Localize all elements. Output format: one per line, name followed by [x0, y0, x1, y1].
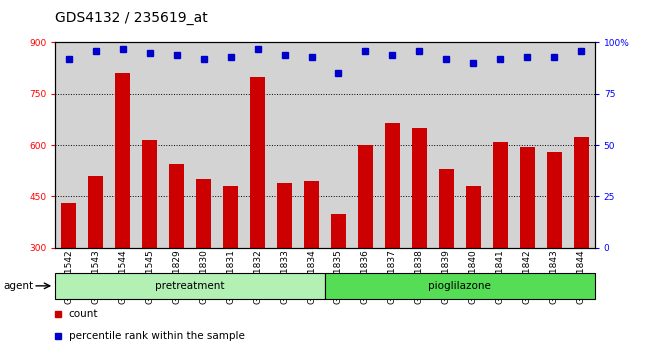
Bar	[466, 186, 481, 248]
Bar	[331, 213, 346, 248]
Bar	[196, 179, 211, 248]
Bar	[358, 145, 373, 248]
Bar	[223, 186, 238, 248]
Bar	[55, 273, 325, 299]
Bar	[574, 137, 589, 248]
Text: percentile rank within the sample: percentile rank within the sample	[69, 331, 244, 341]
Bar	[547, 152, 562, 248]
Bar	[88, 176, 103, 248]
Bar	[439, 169, 454, 248]
Text: GDS4132 / 235619_at: GDS4132 / 235619_at	[55, 11, 208, 25]
Bar	[304, 181, 319, 248]
Bar	[61, 203, 76, 248]
Bar	[277, 183, 292, 248]
Bar	[250, 77, 265, 248]
Text: pioglilazone: pioglilazone	[428, 281, 491, 291]
Text: count: count	[69, 309, 98, 319]
Text: agent: agent	[3, 281, 33, 291]
Bar	[385, 123, 400, 248]
Bar	[169, 164, 184, 248]
Bar	[325, 273, 595, 299]
Bar	[493, 142, 508, 248]
Bar	[115, 73, 130, 248]
Bar	[142, 140, 157, 248]
Bar	[412, 128, 427, 248]
Text: pretreatment: pretreatment	[155, 281, 225, 291]
Bar	[520, 147, 535, 248]
